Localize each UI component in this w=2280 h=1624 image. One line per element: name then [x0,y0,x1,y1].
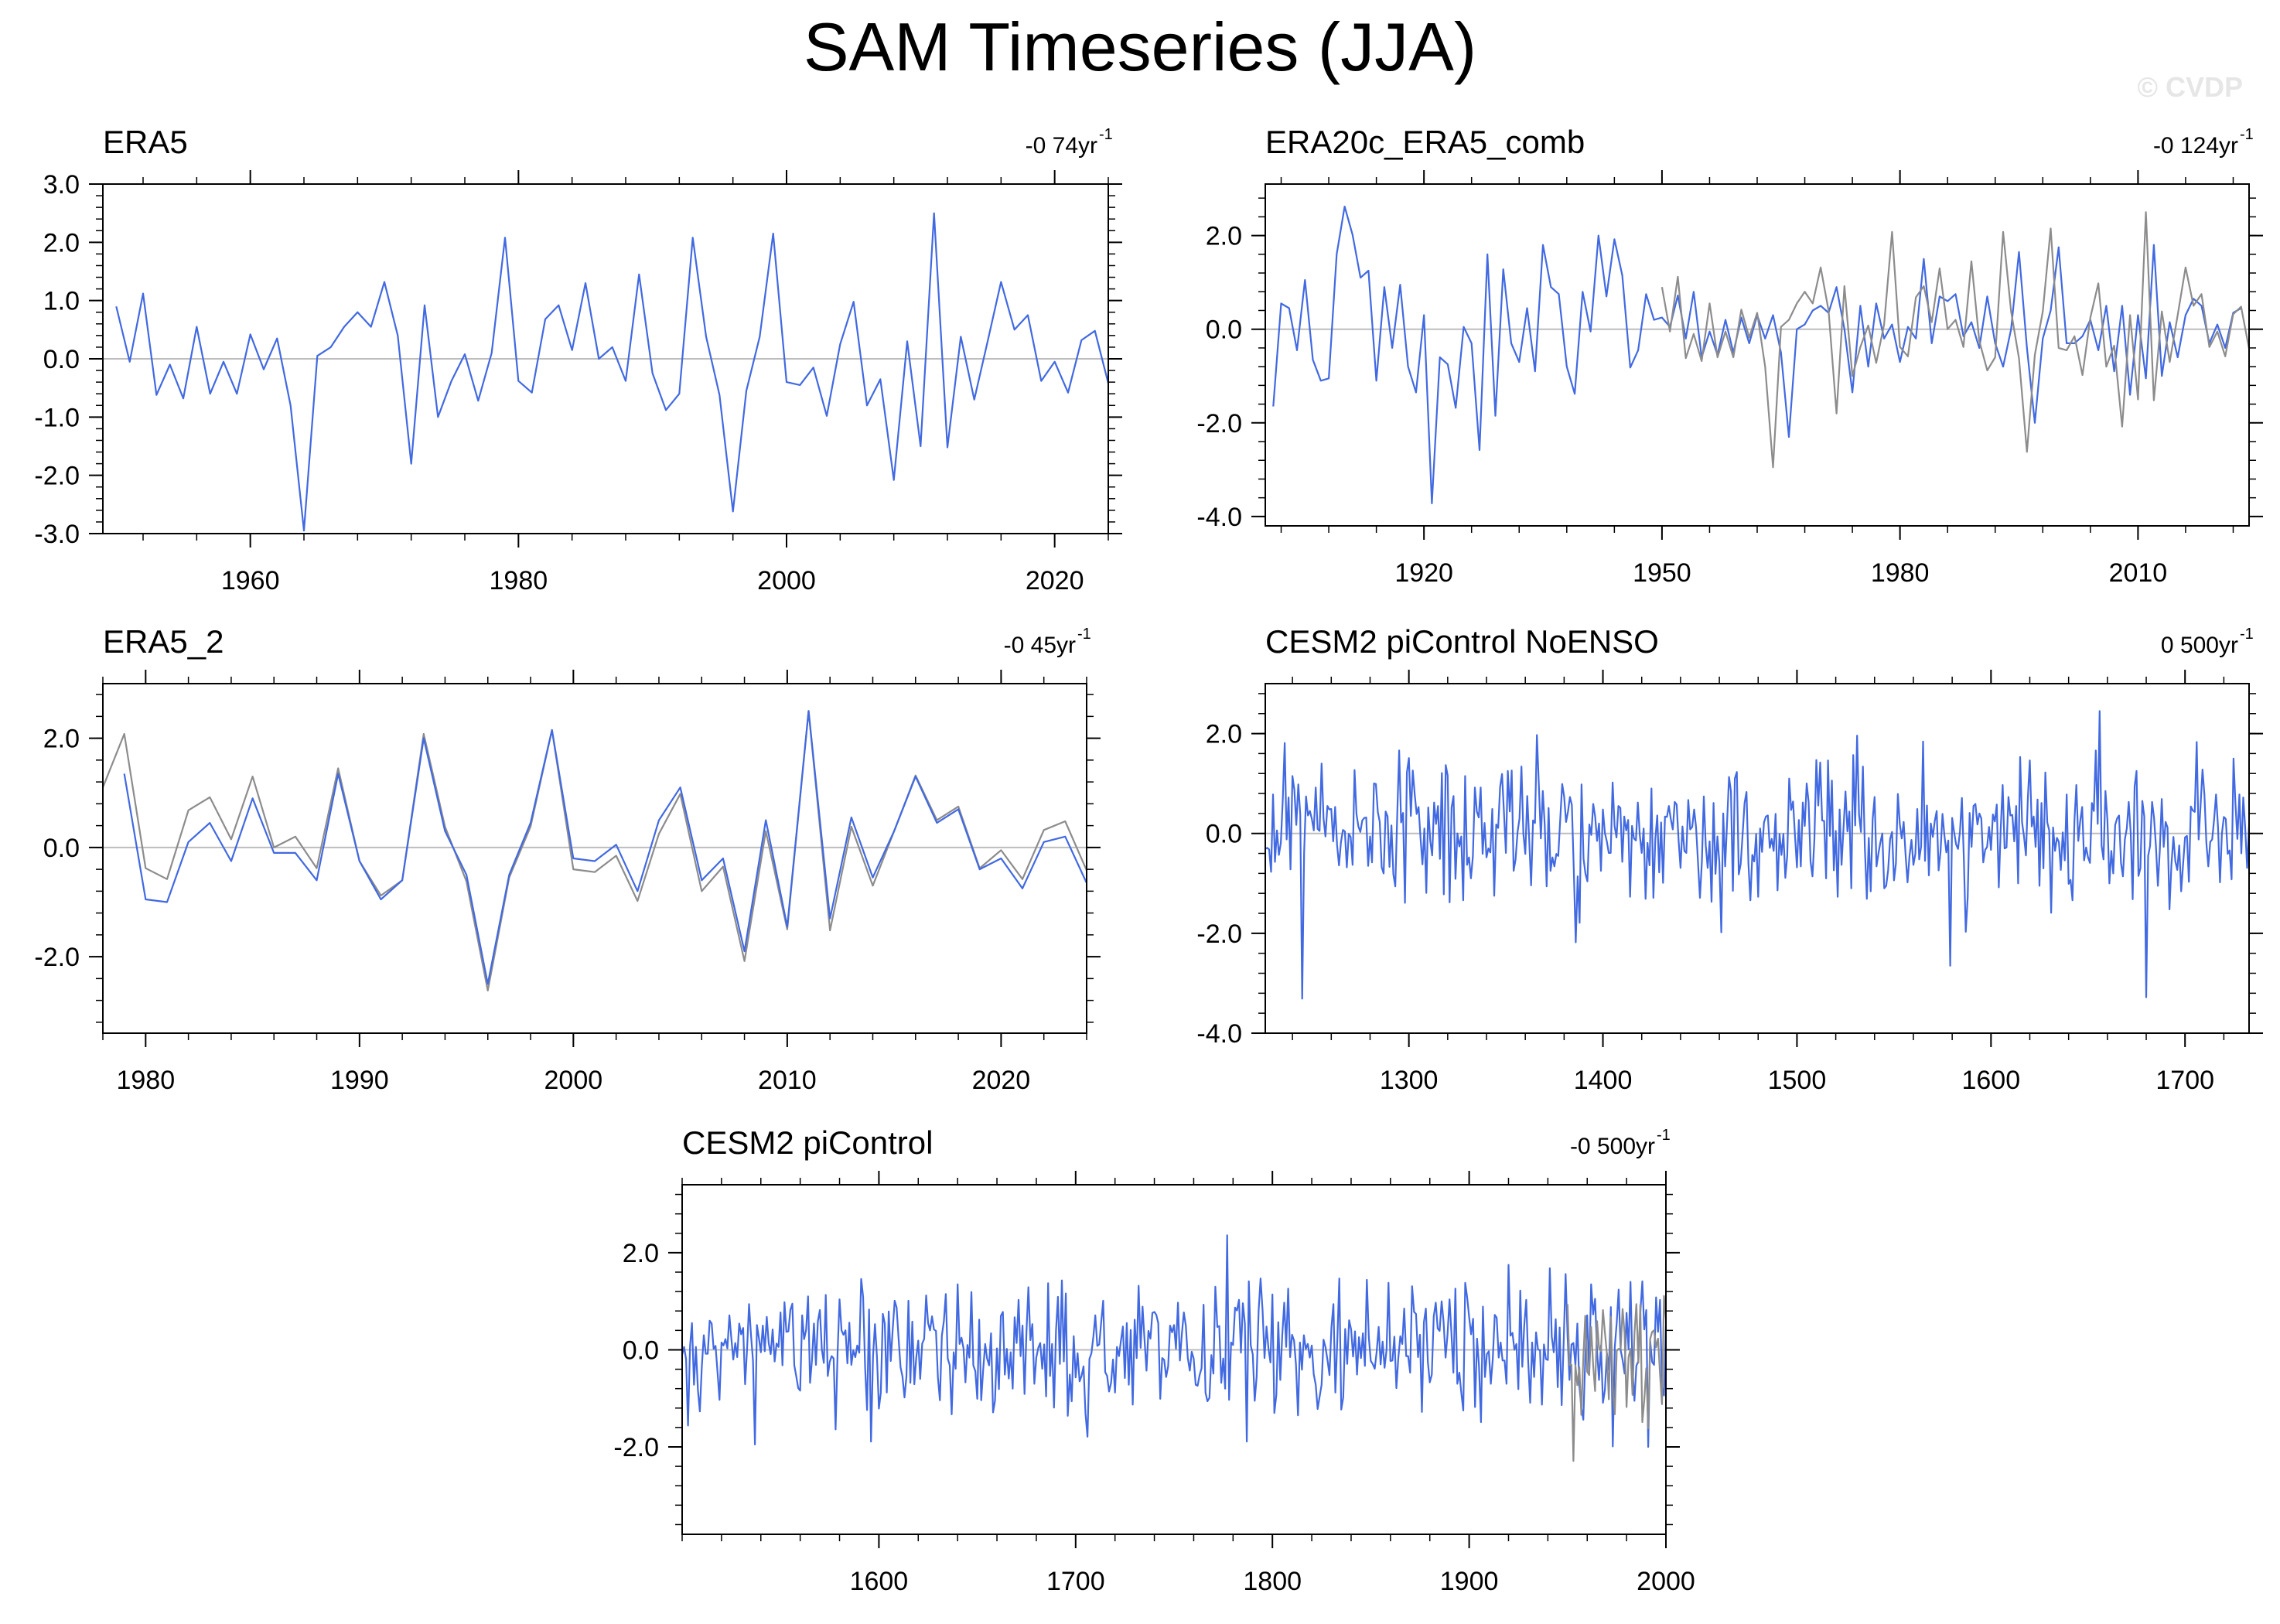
panel-title: CESM2 piControl [682,1124,933,1161]
y-tick-label: -2.0 [34,943,80,972]
x-tick-label: 1980 [490,566,548,595]
figure-title: SAM Timeseries (JJA) [803,9,1477,85]
x-tick-label: 1800 [1243,1567,1302,1596]
x-tick-label: 1990 [330,1066,389,1095]
trend-label: -0 74yr [1026,133,1097,159]
trend-unit-exponent: -1 [1657,1127,1671,1144]
series-line-picontrol [682,1234,1666,1448]
x-tick-label: 2020 [972,1066,1031,1095]
x-tick-label: 1960 [221,566,280,595]
series-line-era20c [1272,206,2242,504]
x-tick-label: 2010 [2109,558,2168,588]
panel-era5: -3.0 -2.0 -1.0 0.0 1.0 2.0 3.0 1960 1980 2000 2020… [34,124,1122,595]
y-tick-label: -2.0 [34,462,80,491]
y-tick-label: 0.0 [43,345,80,374]
trend-unit-exponent: -1 [1077,626,1091,643]
y-tick-label: -2.0 [1196,409,1242,438]
series-line-era5-2 [123,710,1087,985]
x-tick-label: 1700 [1046,1567,1105,1596]
y-tick-label: -4.0 [1196,1019,1242,1049]
y-tick-label: 0.0 [623,1336,659,1365]
y-tick-label: 0.0 [43,834,80,863]
y-tick-label: -3.0 [34,520,80,549]
series-line-noenso [1265,710,2249,1000]
x-tick-label: 1600 [850,1567,909,1596]
trend-label: -0 500yr [1570,1134,1655,1159]
x-tick-label: 2020 [1026,566,1084,595]
plot-frame [1265,683,2250,1034]
x-tick-label: 1700 [2155,1066,2214,1095]
y-tick-label: 2.0 [43,228,80,258]
panel-title: CESM2 piControl NoENSO [1265,623,1659,660]
x-tick-label: 1500 [1768,1066,1827,1095]
y-tick-label: 1.0 [43,287,80,316]
trend-label: -0 124yr [2153,133,2238,159]
y-tick-label: -1.0 [34,403,80,432]
series-line-observed [1566,1295,1666,1462]
trend-unit-exponent: -1 [2240,626,2254,643]
x-tick-label: 1980 [116,1066,175,1095]
y-tick-label: -2.0 [1196,919,1242,949]
x-tick-label: 1400 [1574,1066,1633,1095]
trend-unit-exponent: -1 [2240,126,2254,143]
x-tick-label: 1600 [1961,1066,2020,1095]
x-tick-label: 1950 [1633,558,1691,588]
x-tick-label: 2000 [757,566,816,595]
panel-title: ERA5_2 [103,623,224,660]
panel-era5_2: -2.0 0.0 2.0 1980 1990 2000 2010 2020 ERA5_2 -0 4… [34,623,1101,1095]
y-tick-label: -4.0 [1196,503,1242,532]
x-tick-label: 2000 [1637,1567,1695,1596]
panel-era20c: -4.0 -2.0 0.0 2.0 1920 1950 1980 2010 ERA20c_ERA… [1196,124,2263,588]
y-tick-label: 2.0 [1206,720,1242,749]
plot-frame [681,1184,1667,1535]
y-tick-label: 0.0 [1206,316,1242,345]
y-tick-label: 2.0 [623,1239,659,1268]
x-tick-label: 2000 [544,1066,603,1095]
panel-title: ERA5 [103,124,188,160]
plot-frame [102,683,1087,1034]
y-tick-label: 3.0 [43,170,80,200]
watermark: © CVDP [2137,71,2243,103]
y-tick-label: 0.0 [1206,820,1242,849]
x-tick-label: 1300 [1380,1066,1439,1095]
x-tick-label: 2010 [758,1066,817,1095]
trend-label: 0 500yr [2161,633,2238,658]
x-tick-label: 1980 [1871,558,1930,588]
series-line-era5 [1661,211,2249,469]
panel-cesm2: -2.0 0.0 2.0 1600 1700 1800 1900 2000 CESM2 piCo… [613,1124,1695,1596]
series-line-era5 [115,212,1108,532]
panel-title: ERA20c_ERA5_comb [1265,124,1585,160]
y-tick-label: 2.0 [43,725,80,754]
y-tick-label: -2.0 [613,1433,659,1462]
plot-frame [1265,183,2250,527]
x-tick-label: 1900 [1440,1567,1499,1596]
trend-unit-exponent: -1 [1099,126,1113,143]
x-tick-label: 1920 [1394,558,1453,588]
panel-cesm2_noenso: -4.0 -2.0 0.0 2.0 1300 1400 1500 1600 1700 CESM2 … [1196,623,2263,1095]
y-tick-label: 2.0 [1206,222,1242,251]
trend-label: -0 45yr [1004,633,1076,658]
series-line-era5 [103,710,1087,991]
